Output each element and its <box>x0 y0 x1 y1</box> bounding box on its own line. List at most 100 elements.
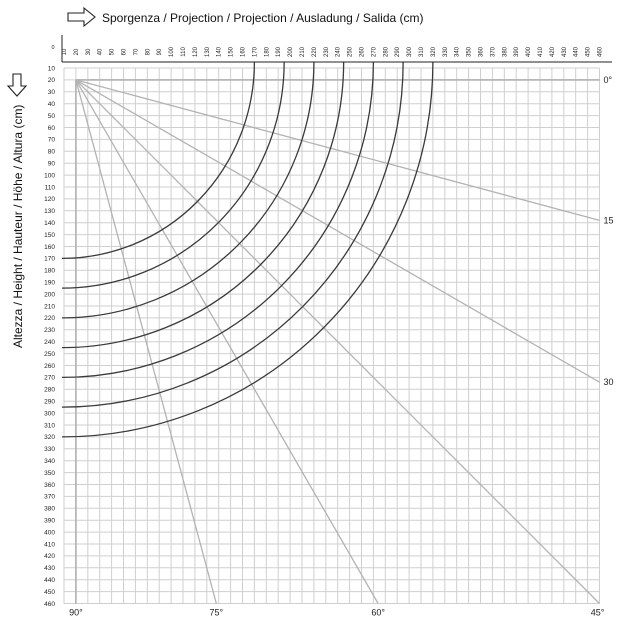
x-tick-label: 440 <box>574 46 580 57</box>
x-tick-label: 220 <box>312 46 318 57</box>
y-tick-label: 150 <box>44 232 55 239</box>
y-tick-label: 220 <box>44 315 55 322</box>
y-tick-label: 60 <box>48 125 56 132</box>
x-tick-label: 280 <box>383 46 389 57</box>
y-tick-label: 50 <box>48 113 56 120</box>
x-tick-label: 190 <box>276 46 282 57</box>
angle-line <box>75 79 600 221</box>
angle-line <box>75 79 379 604</box>
y-tick-label: 420 <box>44 553 55 560</box>
x-tick-label: 160 <box>241 46 247 57</box>
y-tick-label: 260 <box>44 363 55 370</box>
x-tick-label: 320 <box>431 46 437 57</box>
y-tick-label: 30 <box>48 89 56 96</box>
x-tick-label: 120 <box>193 46 199 57</box>
x-tick-label: 240 <box>336 46 342 57</box>
y-tick-label: 360 <box>44 482 55 489</box>
y-tick-label: 460 <box>44 601 55 608</box>
x-tick-labels: 10 20 30 40 50 60 70 80 90 100 110 120 130 140 150 160 1… <box>62 46 604 57</box>
x-tick-label: 50 <box>110 48 116 55</box>
y-tick-label: 180 <box>44 268 55 275</box>
angle-label: 90° <box>69 608 83 618</box>
y-tick-label: 430 <box>44 565 55 572</box>
y-tick-label: 440 <box>44 577 55 584</box>
y-tick-label: 340 <box>44 458 55 465</box>
angle-line <box>75 79 600 383</box>
angle-label: 60° <box>371 608 385 618</box>
y-tick-label: 240 <box>44 339 55 346</box>
x-tick-label: 300 <box>407 46 413 57</box>
y-tick-label: 80 <box>48 149 56 156</box>
y-tick-label: 20 <box>48 77 56 84</box>
x-tick-label: 360 <box>479 46 485 57</box>
y-tick-label: 10 <box>48 65 56 72</box>
x-tick-label: 340 <box>455 46 461 57</box>
y-tick-label: 350 <box>44 470 55 477</box>
projection-arc <box>61 61 345 349</box>
projection-arc <box>61 61 315 319</box>
y-tick-labels: 10 20 30 40 50 60 70 80 90 100 110 120 130 140 150 160 1… <box>44 65 56 608</box>
y-tick-label: 380 <box>44 506 55 513</box>
x-tick-label: 200 <box>288 46 294 57</box>
x-tick-label: 170 <box>252 46 258 57</box>
projection-arc <box>61 61 404 408</box>
x-tick-label: 270 <box>371 46 377 57</box>
x-tick-label: 260 <box>360 46 366 57</box>
angle-lines <box>75 79 600 604</box>
x-tick-label: 30 <box>86 48 92 55</box>
y-tick-label: 230 <box>44 327 55 334</box>
x-tick-label: 290 <box>395 46 401 57</box>
y-tick-label: 310 <box>44 422 55 429</box>
y-tick-label: 190 <box>44 280 55 287</box>
y-tick-label: 390 <box>44 518 55 525</box>
angle-label: 30 <box>604 377 614 387</box>
down-arrow-icon <box>6 73 28 97</box>
x-origin-label: 0 <box>51 45 54 51</box>
y-tick-label: 210 <box>44 303 55 310</box>
y-tick-label: 140 <box>44 220 55 227</box>
y-tick-label: 320 <box>44 434 55 441</box>
x-tick-label: 310 <box>419 46 425 57</box>
y-axis-title: Altezza / Height / Hauteur / Höhe / Altu… <box>11 105 25 348</box>
x-tick-label: 180 <box>264 46 270 57</box>
angle-label: 45° <box>591 608 605 618</box>
y-tick-label: 250 <box>44 351 55 358</box>
x-tick-label: 20 <box>74 48 80 55</box>
y-tick-label: 300 <box>44 410 55 417</box>
angle-line <box>75 79 217 604</box>
x-tick-label: 80 <box>145 48 151 55</box>
y-tick-label: 450 <box>44 589 55 596</box>
x-tick-label: 250 <box>348 46 354 57</box>
x-tick-label: 210 <box>300 46 306 57</box>
y-tick-label: 70 <box>48 137 56 144</box>
x-tick-label: 450 <box>586 46 592 57</box>
right-arrow-icon <box>67 6 96 28</box>
x-tick-label: 380 <box>502 46 508 57</box>
angle-label: 75° <box>210 608 224 618</box>
projection-arc <box>61 61 256 260</box>
projection-arc <box>61 61 285 289</box>
x-tick-label: 370 <box>490 46 496 57</box>
projection-arc <box>61 61 375 379</box>
y-tick-label: 40 <box>48 101 56 108</box>
y-tick-label: 290 <box>44 399 55 406</box>
y-tick-label: 120 <box>44 196 55 203</box>
angle-line <box>75 79 600 604</box>
x-tick-label: 60 <box>122 48 128 55</box>
y-tick-label: 200 <box>44 291 55 298</box>
y-tick-label: 270 <box>44 375 55 382</box>
x-axis-title: Sporgenza / Projection / Projection / Au… <box>102 11 424 25</box>
x-tick-label: 400 <box>526 46 532 57</box>
arcs <box>61 61 434 438</box>
angle-label: 0° <box>604 75 613 85</box>
x-tick-label: 100 <box>169 46 175 57</box>
x-tick-label: 110 <box>181 47 187 57</box>
angle-labels: 0° 15 30 45° 60° 75° 90° <box>69 75 613 618</box>
x-tick-label: 70 <box>133 48 139 55</box>
x-tick-label: 410 <box>538 46 544 57</box>
x-tick-label: 420 <box>550 46 556 57</box>
y-tick-label: 400 <box>44 529 55 536</box>
y-tick-label: 330 <box>44 446 55 453</box>
y-tick-label: 100 <box>44 172 55 179</box>
